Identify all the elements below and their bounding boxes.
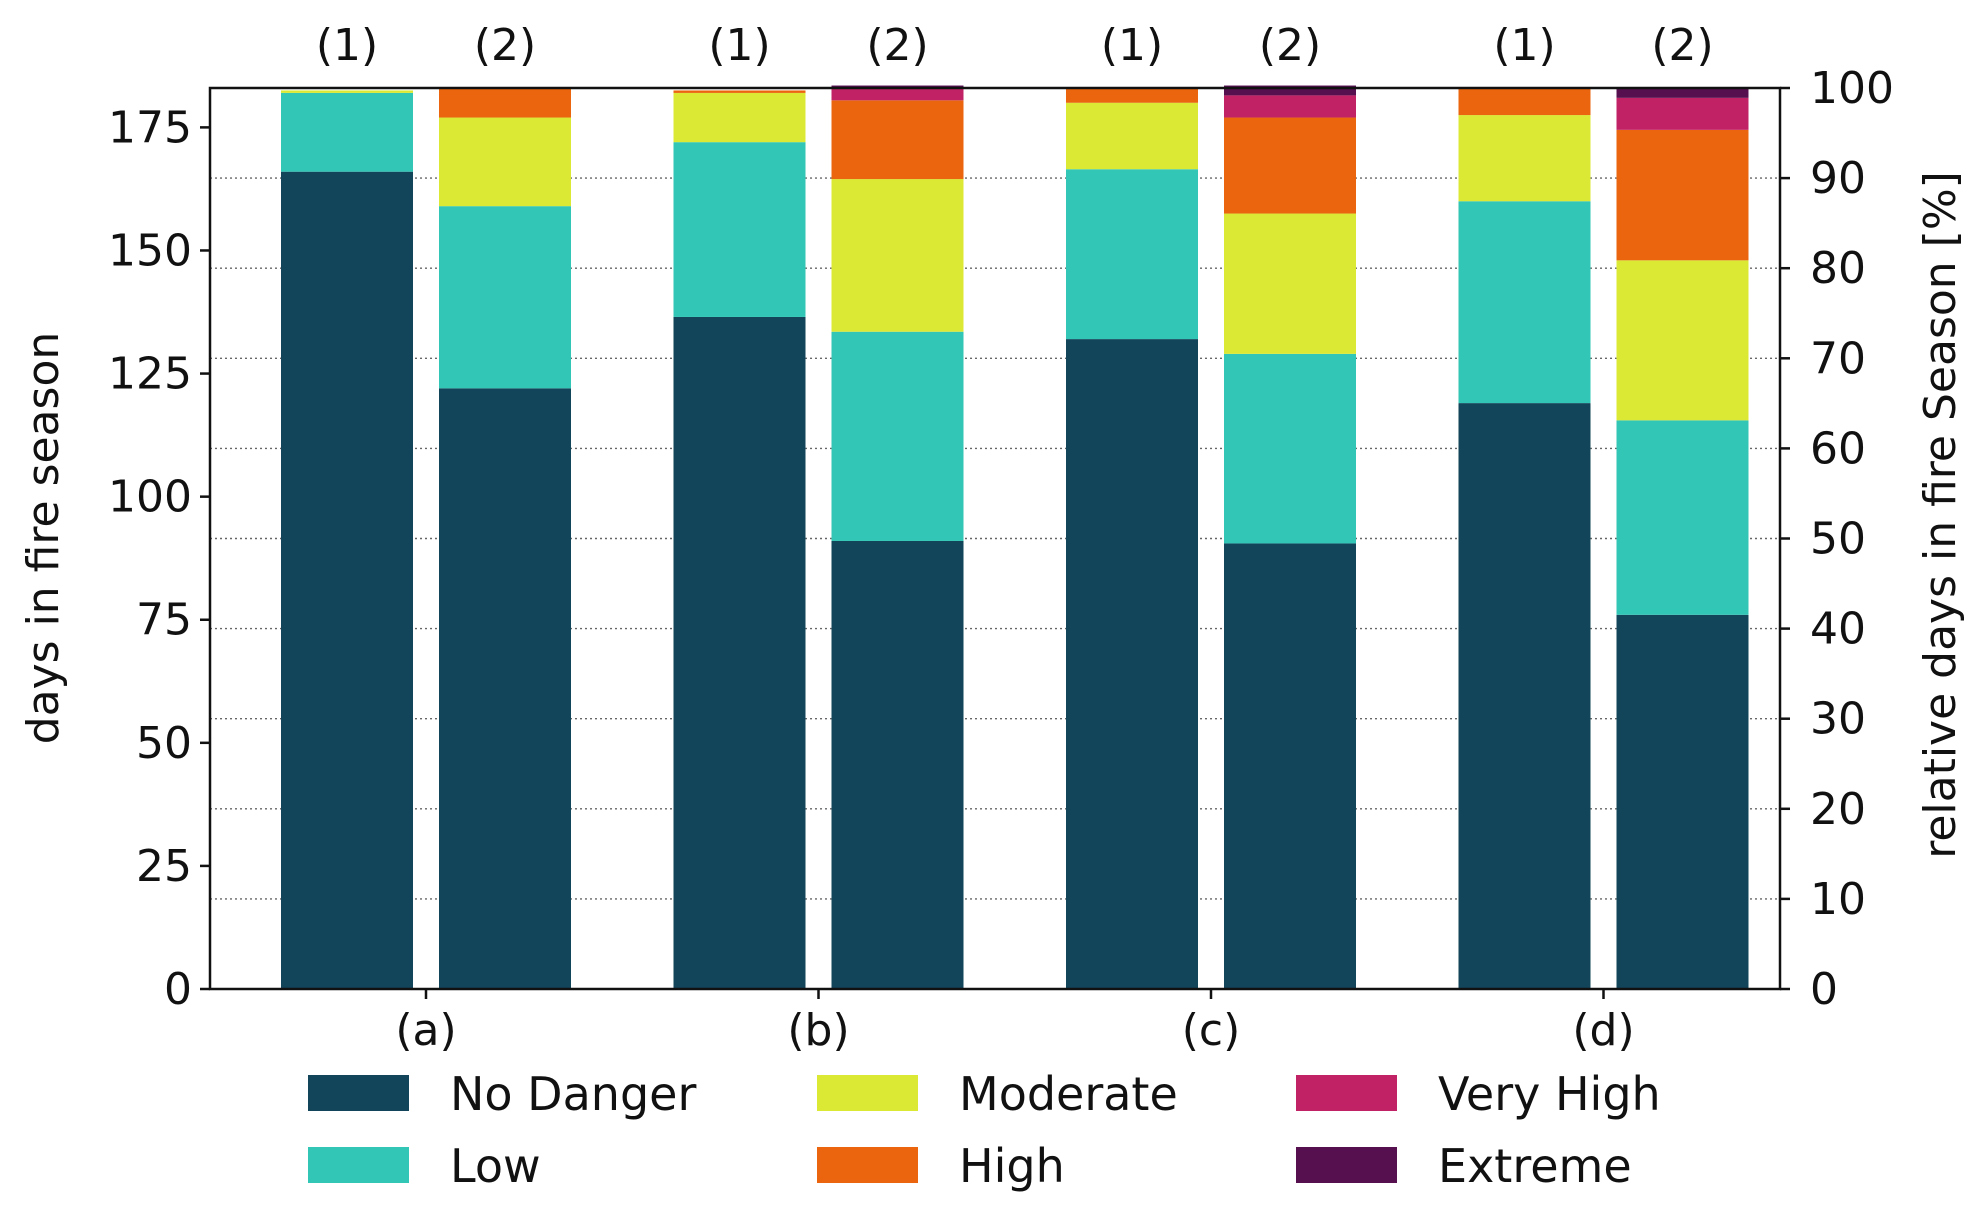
y2-tick-label: 90 <box>1810 153 1866 204</box>
bar-segment <box>439 206 571 389</box>
y-tick-label: 0 <box>164 964 192 1015</box>
legend-swatch <box>817 1147 918 1183</box>
legend-label: Extreme <box>1438 1139 1632 1193</box>
bar-label: (2) <box>474 20 536 71</box>
bar-label: (1) <box>708 20 770 71</box>
legend-swatch <box>308 1075 409 1111</box>
x-tick-label: (a) <box>395 1005 456 1056</box>
bar-segment <box>1616 420 1749 615</box>
bar-segment <box>673 90 806 93</box>
y2-tick-label: 20 <box>1810 784 1866 835</box>
y2-axis-title: relative days in fire Season [%] <box>1915 171 1966 859</box>
bar-segment <box>1224 95 1356 118</box>
bar-segment <box>1224 353 1356 544</box>
bar-segment <box>831 88 964 101</box>
bar-segment <box>1616 129 1749 261</box>
bar-segment <box>439 117 571 207</box>
bar-segment <box>439 388 571 989</box>
bar-segment <box>281 90 413 93</box>
y-tick-label: 25 <box>136 841 192 892</box>
bars <box>281 85 1749 989</box>
y2-tick-label: 40 <box>1810 604 1866 655</box>
bar-label: (2) <box>1259 20 1321 71</box>
y-tick-label: 175 <box>108 102 192 153</box>
legend-swatch <box>1296 1147 1397 1183</box>
y-tick-label: 100 <box>108 472 192 523</box>
bar-label: (1) <box>1101 20 1163 71</box>
left-axis-ticks: 0 25 50 75 100 125 150 175 <box>108 102 210 1015</box>
bar-label: (2) <box>1651 20 1713 71</box>
bar-segment <box>281 92 413 172</box>
bar-segment <box>1224 85 1356 96</box>
y2-tick-label: 50 <box>1810 514 1866 565</box>
bar-label: (2) <box>866 20 928 71</box>
y2-tick-label: 10 <box>1810 874 1866 925</box>
x-tick-label: (b) <box>787 1005 849 1056</box>
y2-tick-label: 0 <box>1810 964 1838 1015</box>
bar-segment <box>1066 339 1198 989</box>
bar-segment <box>1066 88 1198 103</box>
bar-segment <box>673 92 806 143</box>
y2-tick-label: 60 <box>1810 423 1866 474</box>
bar-segment <box>1066 169 1198 340</box>
bar-segment <box>1458 115 1591 202</box>
bar-segment <box>673 142 806 317</box>
bar-segment <box>281 171 413 989</box>
bar-segment <box>1458 201 1591 404</box>
legend: No Danger Low Moderate High Very High Extreme <box>308 1067 1661 1193</box>
bar-segment <box>831 331 964 541</box>
legend-label: Moderate <box>959 1067 1178 1121</box>
right-axis-ticks: 0 10 20 30 40 50 60 70 80 90 100 <box>1780 63 1894 1015</box>
legend-label: High <box>959 1139 1065 1193</box>
y-tick-label: 125 <box>108 349 192 400</box>
legend-swatch <box>1296 1075 1397 1111</box>
bar-segment <box>1616 88 1749 98</box>
bar-segment <box>439 88 571 118</box>
y2-tick-label: 100 <box>1810 63 1894 114</box>
x-tick-label: (d) <box>1572 1005 1634 1056</box>
bar-segment <box>831 100 964 180</box>
bar-label: (1) <box>1493 20 1555 71</box>
bar-segment <box>1458 88 1591 116</box>
bar-segment <box>1616 260 1749 421</box>
y-tick-label: 50 <box>136 718 192 769</box>
bar-segment <box>1458 403 1591 989</box>
legend-label: No Danger <box>450 1067 696 1121</box>
legend-swatch <box>817 1075 918 1111</box>
bar-segment <box>673 316 806 989</box>
y2-tick-label: 70 <box>1810 333 1866 384</box>
bar-segment <box>831 540 964 989</box>
bar-segment <box>1616 614 1749 989</box>
legend-swatch <box>308 1147 409 1183</box>
y-tick-label: 75 <box>136 595 192 646</box>
legend-label: Low <box>450 1139 541 1193</box>
y2-tick-label: 30 <box>1810 694 1866 745</box>
bar-segment <box>1224 213 1356 354</box>
bar-segment <box>831 179 964 332</box>
bar-label: (1) <box>316 20 378 71</box>
group-labels: (a) (b) (c) (d) <box>395 1005 1634 1056</box>
y-axis-title: days in fire season <box>18 332 69 745</box>
bar-segment <box>1224 543 1356 989</box>
bar-segment <box>1066 102 1198 170</box>
x-tick-label: (c) <box>1182 1005 1241 1056</box>
bar-segment <box>1616 97 1749 130</box>
y2-tick-label: 80 <box>1810 243 1866 294</box>
legend-label: Very High <box>1438 1067 1661 1121</box>
bar-segment <box>1224 117 1356 214</box>
bar-labels: (1) (2) (1) (2) (1) (2) (1) (2) <box>316 20 1714 71</box>
y-tick-label: 150 <box>108 225 192 276</box>
